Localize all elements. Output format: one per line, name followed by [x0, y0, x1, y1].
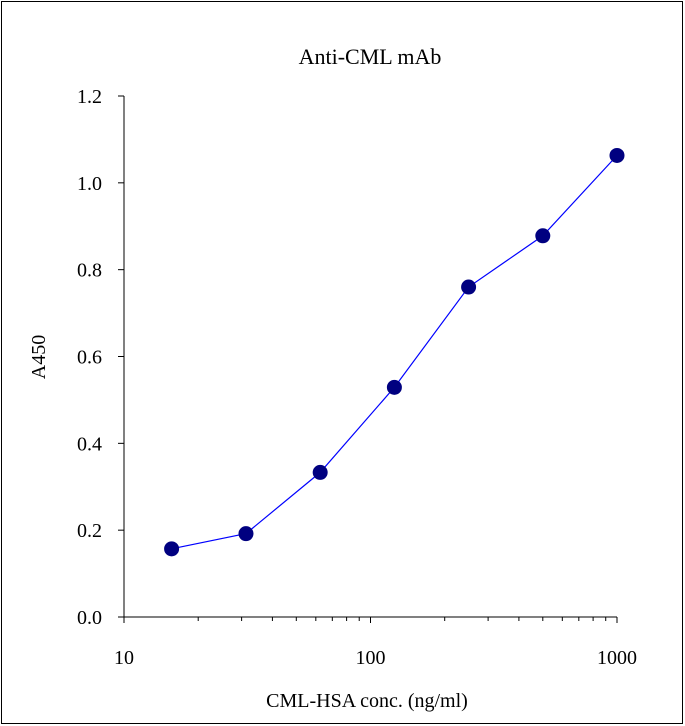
series-line — [171, 155, 618, 550]
data-point — [461, 279, 477, 295]
y-tick-label: 0.2 — [77, 520, 102, 542]
y-tick-label: 0.8 — [77, 260, 102, 282]
chart-title: Anti-CML mAb — [299, 44, 442, 69]
data-point — [164, 541, 180, 557]
axes: 0.0 0.2 0.4 0.6 0.8 1.0 1.2 10 100 1000 — [77, 86, 637, 669]
y-axis-label: A450 — [28, 335, 50, 379]
y-tick-label: 1.2 — [77, 86, 102, 108]
data-point — [535, 228, 551, 244]
x-axis-label: CML-HSA conc. (ng/ml) — [266, 690, 468, 712]
x-tick-label: 1000 — [597, 647, 637, 669]
y-tick-label: 1.0 — [77, 173, 102, 195]
data-points — [164, 147, 625, 557]
data-point — [238, 526, 254, 542]
data-point — [609, 147, 625, 163]
x-tick-label: 100 — [356, 647, 386, 669]
y-tick-label: 0.6 — [77, 347, 102, 369]
data-point — [312, 464, 328, 480]
x-tick-label: 10 — [114, 647, 134, 669]
data-point — [386, 379, 402, 395]
y-tick-label: 0.0 — [77, 607, 102, 629]
y-tick-label: 0.4 — [77, 433, 102, 455]
series-line-group — [171, 155, 618, 550]
